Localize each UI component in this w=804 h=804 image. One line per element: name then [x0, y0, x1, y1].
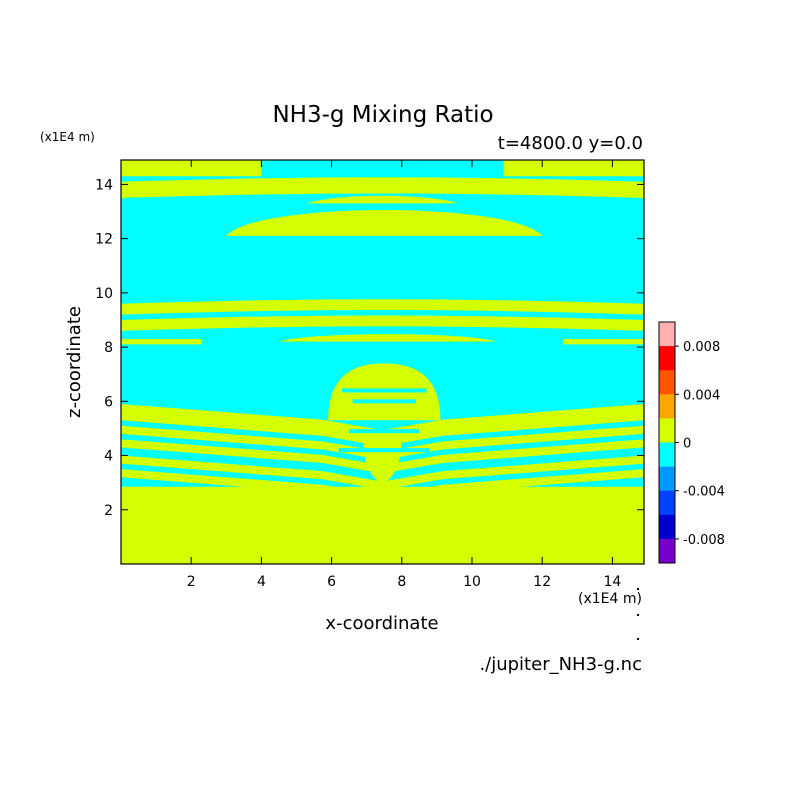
dome-stripe-3 [338, 448, 430, 453]
field-region-2 [121, 177, 644, 198]
colorbar-segment [659, 514, 675, 540]
colorbar-segment [659, 418, 675, 443]
x-tick-label: 12 [533, 574, 551, 590]
y-tick-label: 6 [104, 394, 113, 410]
x-tick-label: 6 [327, 574, 336, 590]
x-tick-label: 2 [187, 574, 196, 590]
colorbar-segment [659, 370, 675, 395]
colorbar-label: -0.008 [683, 533, 725, 548]
colorbar-label: 0 [683, 437, 691, 452]
y-unit-label: (x1E4 m) [40, 130, 95, 144]
y-axis-label: z-coordinate [64, 306, 85, 418]
x-axis: 2 4 6 8 10 12 14 [187, 160, 621, 590]
x-unit-label: (x1E4 m) [578, 591, 642, 607]
field-region-1 [503, 160, 644, 177]
colorbar-label: -0.004 [683, 485, 725, 500]
x-tick-label: 4 [257, 574, 266, 590]
y-tick-label: 14 [95, 177, 113, 193]
y-tick-label: 4 [104, 449, 113, 465]
y-tick-label: 10 [95, 286, 113, 302]
colorbar: 0.008 0.004 0 -0.004 -0.008 [658, 321, 725, 564]
corner-marks [637, 588, 639, 640]
colorbar-segment [659, 346, 675, 371]
field-region-11 [121, 404, 644, 447]
source-file-label: ./jupiter_NH3-g.nc [479, 654, 642, 675]
field-region-8 [121, 338, 202, 345]
field-region-16 [121, 486, 644, 564]
dome-stripe-1 [352, 399, 416, 404]
dome-stripe-0 [342, 388, 427, 393]
chart-title: NH3-g Mixing Ratio [272, 102, 493, 128]
y-axis: 2 4 6 8 10 12 14 [95, 177, 644, 519]
colorbar-segment [659, 322, 675, 347]
y-tick-label: 12 [95, 232, 113, 248]
x-tick-label: 14 [603, 574, 621, 590]
x-axis-label: x-coordinate [325, 613, 438, 634]
dome-stripe-2 [349, 429, 420, 434]
colorbar-segment [659, 466, 675, 492]
colorbar-segment [659, 490, 675, 516]
colorbar-label: 0.008 [683, 340, 720, 355]
colorbar-label: 0.004 [683, 388, 720, 403]
field-layer [121, 160, 644, 564]
field-region-10 [278, 334, 497, 342]
chart-subtitle: t=4800.0 y=0.0 [498, 133, 643, 154]
field-region-0 [121, 160, 262, 177]
colorbar-segment [659, 442, 675, 468]
plot-frame [120, 159, 645, 565]
field-region-4 [226, 210, 543, 236]
field-region-7 [282, 317, 490, 326]
x-tick-label: 10 [463, 574, 481, 590]
field-region-9 [563, 338, 644, 345]
y-tick-label: 8 [104, 340, 113, 356]
field-region-14 [121, 455, 644, 490]
field-region-5 [121, 299, 644, 315]
field-region-3 [307, 195, 458, 204]
y-tick-label: 2 [104, 503, 113, 519]
x-tick-label: 8 [397, 574, 406, 590]
colorbar-segment [659, 538, 675, 564]
colorbar-segment [659, 394, 675, 419]
